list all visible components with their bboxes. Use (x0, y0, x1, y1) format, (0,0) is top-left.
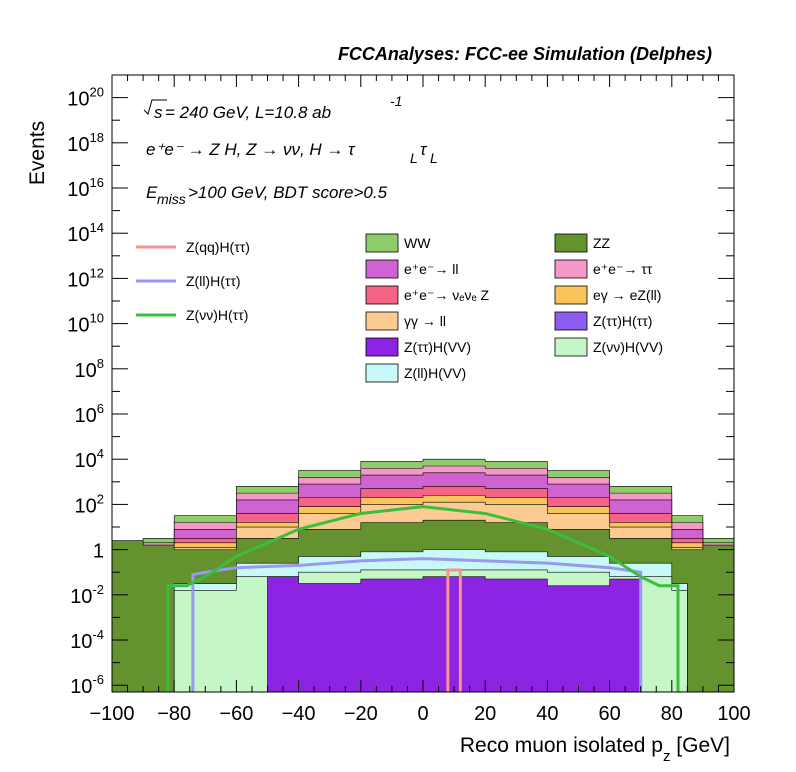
legend-swatch-e-e (554, 259, 588, 279)
emiss-symbol: E (146, 183, 158, 202)
sqrt-s-symbol: s (154, 103, 163, 122)
y-tick-label: 1020 (67, 85, 104, 111)
legend-label: eγ → eZ(ll) (593, 287, 661, 303)
signal-histograms (166, 505, 680, 692)
signal-z-h (166, 505, 680, 692)
x-tick-label: 100 (717, 703, 750, 725)
legend-label: e⁺e⁻→ ττ (593, 261, 653, 277)
legend-swatch-z-h (554, 311, 588, 331)
y-tick-label: 10-4 (70, 627, 104, 653)
x-tick-label: 20 (474, 703, 496, 725)
x-axis: −100 −80 −60 −40 −20 0 20 40 60 80 100 (89, 75, 751, 725)
legend-label: Z(νν)H(VV) (593, 339, 663, 355)
legend-swatch-zz (554, 233, 588, 253)
tau-sub-2: L (430, 150, 438, 166)
x-tick-label: −80 (157, 703, 191, 725)
legend-backgrounds: WW ZZ e⁺e⁻→ ll e⁺e⁻→ ττ e⁺e⁻→ νₑνₑ Z eγ → eZ(… (365, 233, 663, 383)
stack-z-h-vv (112, 576, 734, 693)
y-tick-label: 1014 (67, 220, 104, 246)
x-tick-label: −60 (219, 703, 253, 725)
y-tick-label: 1 (93, 541, 104, 563)
legend-swatch-ll (365, 311, 399, 331)
y-tick-label: 104 (75, 446, 104, 472)
energy-lumi-text: = 240 GeV, L=10.8 ab (165, 103, 331, 122)
x-axis-title: Reco muon isolated pz [GeV] (460, 734, 730, 765)
x-tick-label: −100 (89, 703, 134, 725)
x-tick-label: 60 (598, 703, 620, 725)
legend-swatch-e-e-ll (365, 259, 399, 279)
lumi-exponent: -1 (390, 93, 402, 109)
legend-swatch-z-ll-h-vv (365, 363, 399, 383)
annotation-process: e⁺e⁻ → Z H, Z → νν, H → τ L τ L (146, 140, 438, 166)
x-tick-label: 0 (417, 703, 428, 725)
legend-label: e⁺e⁻→ ll (404, 261, 458, 277)
cut-text: >100 GeV, BDT score>0.5 (188, 183, 388, 202)
legend-label: Z(νν)H(ττ) (186, 307, 248, 323)
x-tick-label: 40 (536, 703, 558, 725)
legend-swatch-e-e-z (365, 285, 399, 305)
legend-label: Z(ττ)H(VV) (404, 339, 471, 355)
process-text: e⁺e⁻ → Z H, Z → νν, H → τ (146, 140, 356, 159)
y-axis-title: Events (26, 121, 49, 185)
y-tick-label: 1016 (67, 175, 104, 201)
legend-swatch-ww (365, 233, 399, 253)
y-tick-label: 1018 (67, 130, 104, 156)
x-tick-label: −20 (344, 703, 378, 725)
annotation-energy: s = 240 GeV, L=10.8 ab -1 (143, 93, 402, 122)
y-tick-label: 106 (75, 401, 104, 427)
legend-signals: Z(qq)H(ττ) Z(ll)H(ττ) Z(νν)H(ττ) (136, 239, 250, 323)
emiss-subscript: miss (157, 191, 186, 207)
legend-swatch-z-h-vv (554, 337, 588, 357)
legend-swatch-z-h-vv (365, 337, 399, 357)
legend-label: Z(ll)H(VV) (404, 365, 466, 381)
tau-2: τ (420, 140, 428, 159)
y-tick-label: 10-6 (70, 672, 104, 698)
x-tick-label: 80 (661, 703, 683, 725)
y-axis: 10-6 10-4 10-2 1 102 104 106 108 1010 1012 1014 101… (67, 85, 734, 698)
legend-label: Z(ll)H(ττ) (186, 273, 241, 289)
legend-label: e⁺e⁻→ νₑνₑ Z (404, 287, 490, 303)
y-tick-label: 102 (75, 491, 104, 517)
y-tick-label: 1010 (67, 311, 104, 337)
legend-label: Z(ττ)H(ττ) (593, 313, 652, 329)
legend-label: γγ → ll (404, 313, 446, 329)
signal-z-ll-h (191, 557, 643, 692)
y-tick-label: 10-2 (70, 582, 104, 608)
y-tick-label: 1012 (67, 265, 104, 291)
signal-z-qq-h (446, 568, 462, 692)
legend-label: ZZ (593, 235, 611, 251)
legend-label: WW (404, 235, 431, 251)
x-tick-label: −40 (282, 703, 316, 725)
stacked-histograms (111, 458, 735, 693)
tau-sub-1: L (410, 150, 418, 166)
legend-label: Z(qq)H(ττ) (186, 239, 250, 255)
annotation-cuts: E miss >100 GeV, BDT score>0.5 (146, 183, 388, 207)
legend-swatch-e-ez-ll (554, 285, 588, 305)
y-tick-label: 108 (75, 356, 104, 382)
plot-header: FCCAnalyses: FCC-ee Simulation (Delphes) (338, 44, 712, 64)
